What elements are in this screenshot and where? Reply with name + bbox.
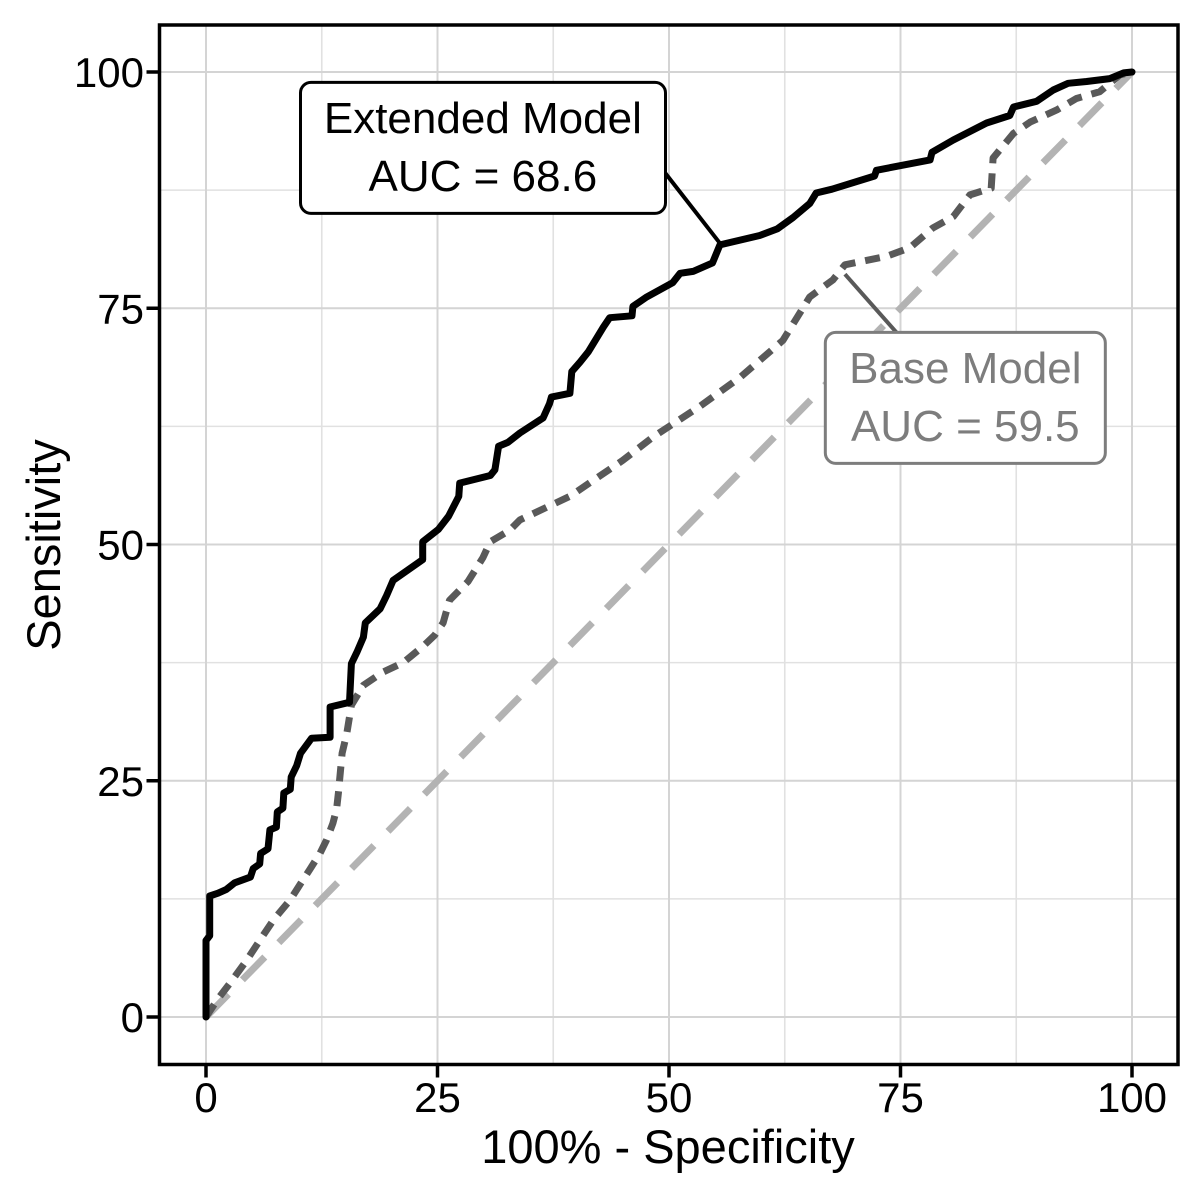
- y-tick-label: 50: [97, 522, 144, 569]
- annotation-leader-line: [663, 171, 725, 249]
- x-tick-label: 75: [877, 1074, 924, 1121]
- x-tick-label: 100: [1097, 1074, 1167, 1121]
- annotation-extended-model-title: Extended Model: [323, 93, 642, 143]
- tick-marks-group: [146, 70, 1134, 1078]
- y-tick-label: 75: [97, 285, 144, 332]
- series-group: [202, 68, 1136, 1021]
- tick-labels-group: 0 25 50 75 100 0 25 50 75 100: [74, 49, 1167, 1121]
- annotation-base-model: Base Model AUC = 59.5: [824, 330, 1107, 466]
- annotation-base-model-auc: AUC = 59.5: [850, 402, 1080, 452]
- annotation-extended-model: Extended Model AUC = 68.6: [298, 80, 667, 215]
- roc-curve-base-model: [203, 68, 1133, 1019]
- roc-curve-extended-model: [202, 68, 1136, 1021]
- annotation-leader-line: [843, 272, 899, 335]
- x-tick-label: 25: [414, 1074, 461, 1121]
- x-tick-label: 50: [646, 1074, 693, 1121]
- x-axis-title: 100% - Specificity: [481, 1120, 855, 1173]
- annotation-base-model-title: Base Model: [849, 343, 1082, 393]
- x-tick-label: 0: [194, 1074, 217, 1121]
- reference-diagonal: [203, 69, 1135, 1020]
- grid-major-group: [159, 25, 1178, 1065]
- y-tick-label: 100: [74, 49, 144, 96]
- y-axis-title: Sensitivity: [17, 439, 70, 651]
- annotation-extended-model-auc: AUC = 68.6: [368, 151, 598, 201]
- y-tick-label: 25: [97, 758, 144, 805]
- leader-lines-group: [663, 171, 899, 335]
- y-tick-label: 0: [121, 994, 144, 1041]
